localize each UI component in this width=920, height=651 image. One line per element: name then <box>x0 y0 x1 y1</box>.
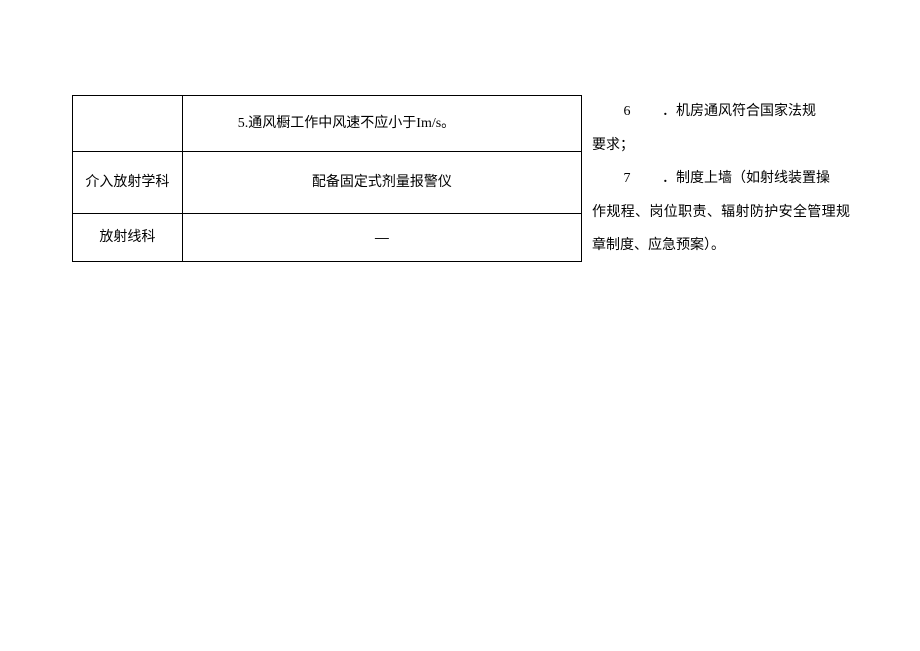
table-cell-requirement: — <box>182 214 581 262</box>
side-notes: 6 ．机房通风符合国家法规 要求； 7 ．制度上墙（如射线装置操 作规程、岗位职… <box>582 95 850 263</box>
note-continuation: 作规程、岗位职责、辐射防护安全管理规章制度、应急预案）。 <box>592 196 850 263</box>
table-cell-requirement: 配备固定式剂量报警仪 <box>182 152 581 214</box>
table-cell-category <box>73 96 183 152</box>
table-row: 放射线科 — <box>73 214 582 262</box>
table-cell-requirement: 5.通风橱工作中风速不应小于Im/s。 <box>182 96 581 152</box>
table-row: 5.通风橱工作中风速不应小于Im/s。 <box>73 96 582 152</box>
note-item-7: 7 ．制度上墙（如射线装置操 <box>592 162 850 196</box>
requirements-table: 5.通风橱工作中风速不应小于Im/s。 介入放射学科 配备固定式剂量报警仪 放射… <box>72 95 582 262</box>
table-cell-category: 介入放射学科 <box>73 152 183 214</box>
note-text: ．制度上墙（如射线装置操 <box>662 162 850 196</box>
note-continuation: 要求； <box>592 129 850 163</box>
note-number: 6 <box>592 95 662 129</box>
note-text: ．机房通风符合国家法规 <box>662 95 850 129</box>
table-cell-category: 放射线科 <box>73 214 183 262</box>
note-item-6: 6 ．机房通风符合国家法规 <box>592 95 850 129</box>
document-content: 5.通风橱工作中风速不应小于Im/s。 介入放射学科 配备固定式剂量报警仪 放射… <box>72 95 850 263</box>
table-row: 介入放射学科 配备固定式剂量报警仪 <box>73 152 582 214</box>
note-number: 7 <box>592 162 662 196</box>
main-table-section: 5.通风橱工作中风速不应小于Im/s。 介入放射学科 配备固定式剂量报警仪 放射… <box>72 95 582 262</box>
